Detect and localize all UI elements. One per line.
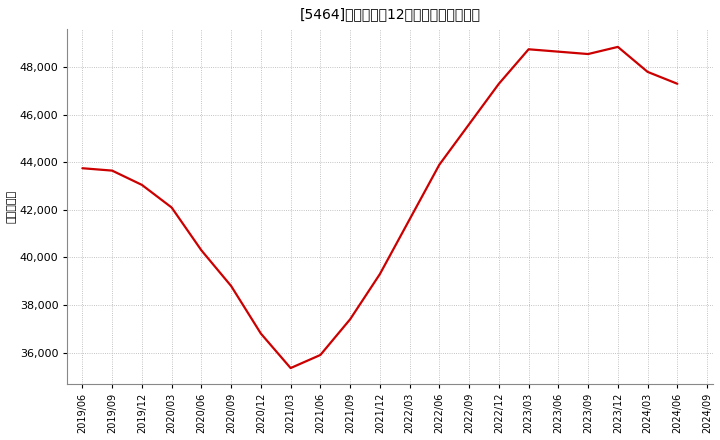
Title: [5464]　売上高の12か月移動合計の推移: [5464] 売上高の12か月移動合計の推移 bbox=[300, 7, 481, 21]
Y-axis label: （百万円）: （百万円） bbox=[7, 190, 17, 223]
